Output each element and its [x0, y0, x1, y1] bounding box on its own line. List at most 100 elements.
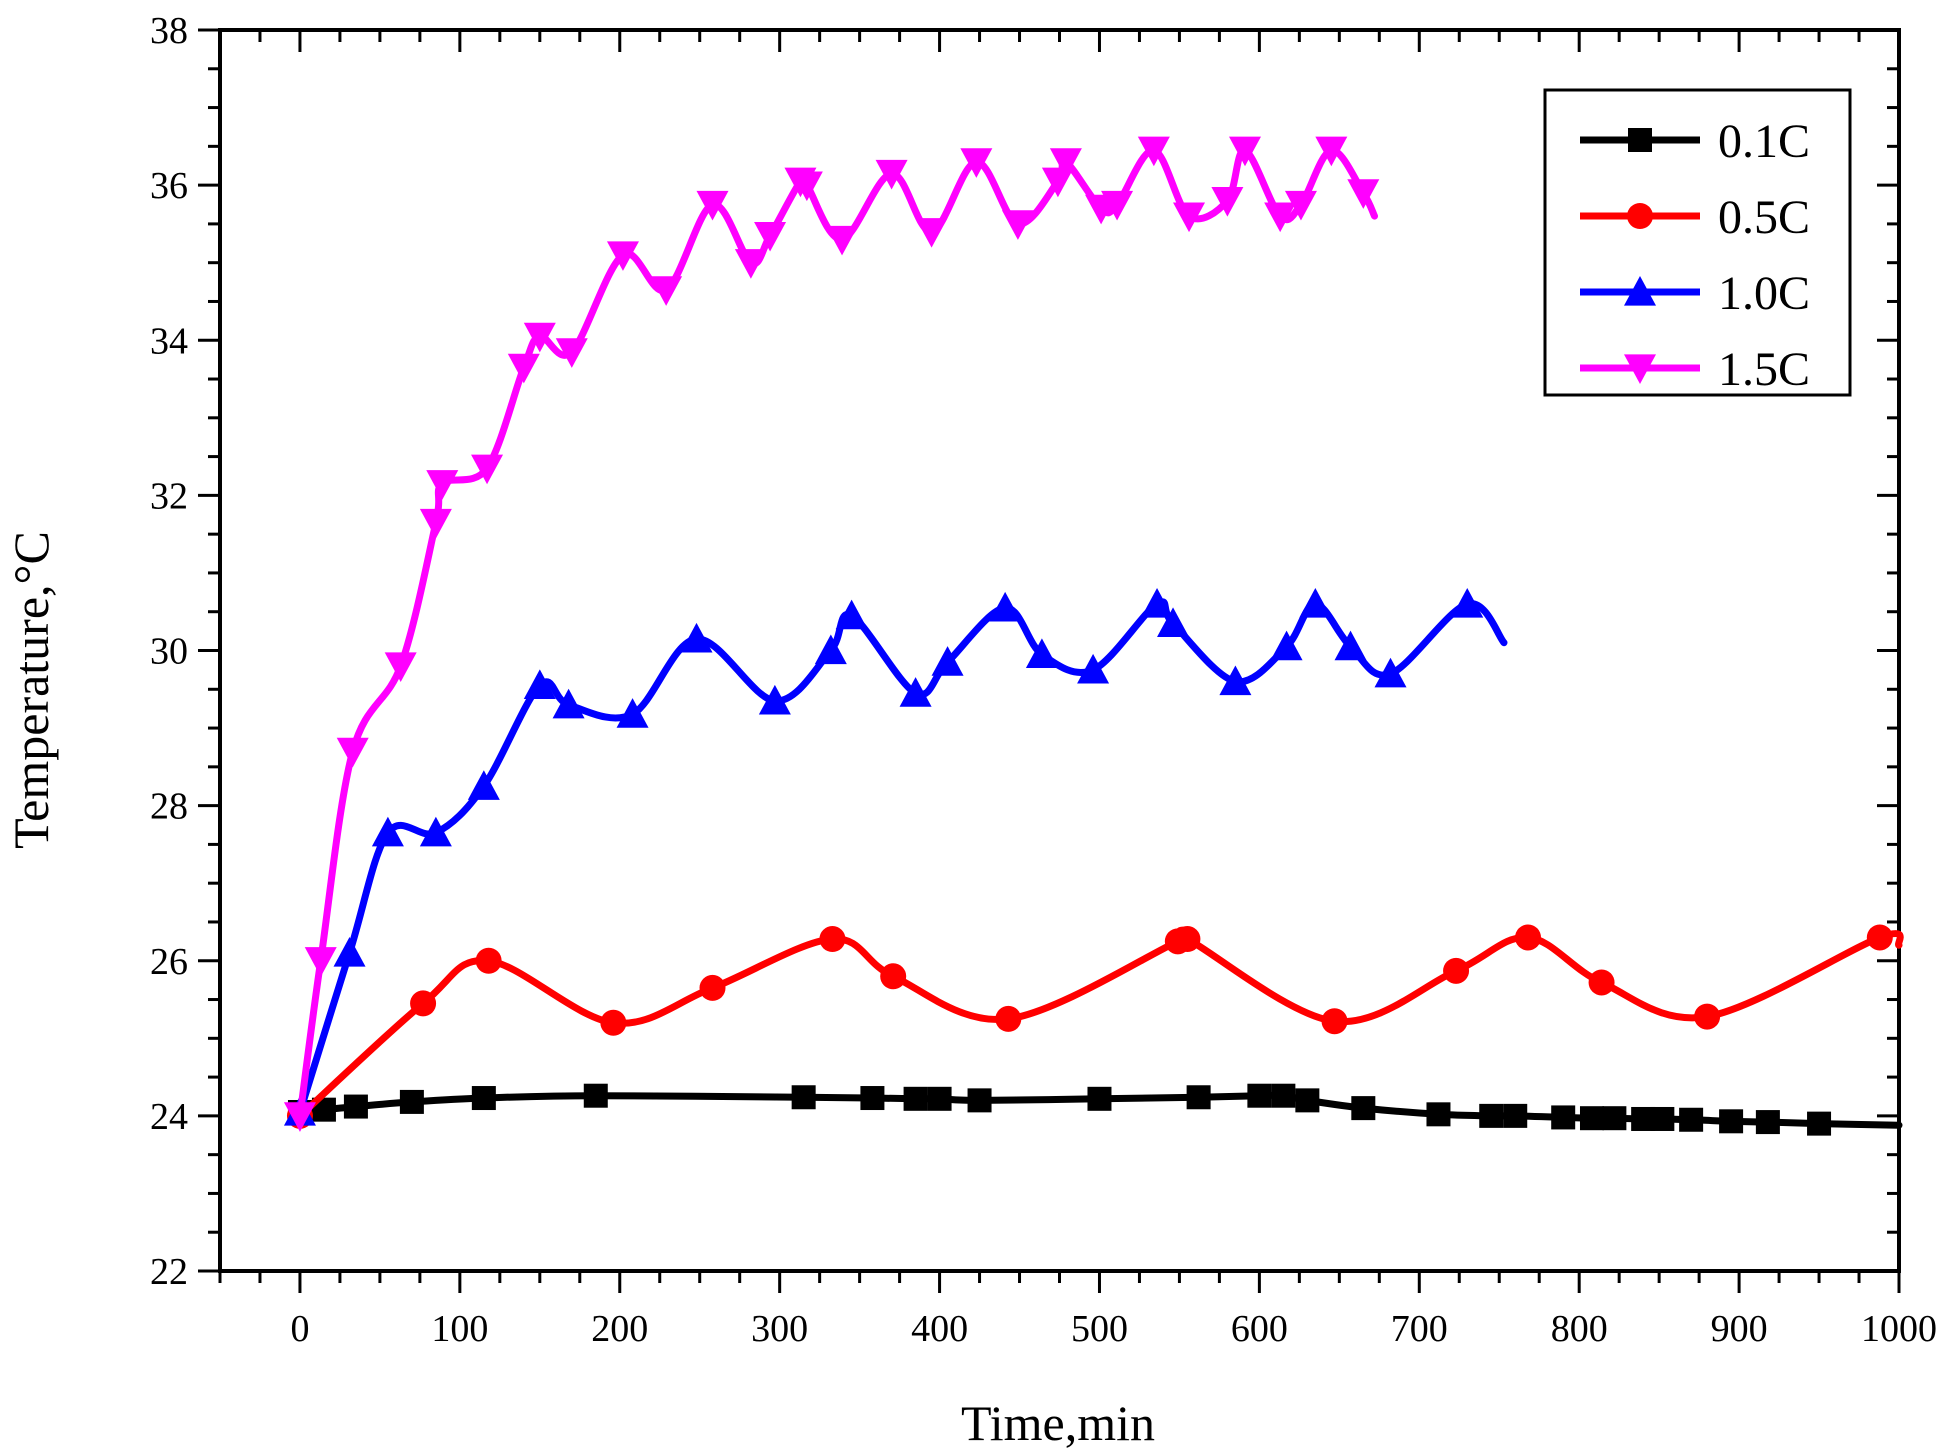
legend-marker	[1627, 203, 1653, 229]
x-tick-label: 0	[290, 1308, 309, 1350]
data-point	[680, 622, 713, 653]
data-point	[336, 737, 369, 768]
series-0.5C	[286, 924, 1904, 1129]
x-tick-label: 300	[751, 1308, 808, 1350]
legend-marker	[1624, 354, 1656, 384]
series-1.5C	[283, 136, 1380, 1132]
data-point	[1807, 1111, 1832, 1136]
y-tick-label: 38	[150, 10, 188, 52]
data-point	[523, 669, 556, 700]
data-point	[1299, 587, 1332, 618]
data-point	[1650, 1106, 1675, 1131]
series-line-1.0C	[296, 598, 1508, 1116]
data-point	[1270, 630, 1303, 661]
data-point	[875, 159, 908, 190]
data-point	[1347, 179, 1380, 209]
data-point	[754, 221, 787, 252]
data-point	[371, 816, 404, 847]
data-point	[699, 974, 726, 1001]
data-point	[1157, 607, 1190, 637]
legend-label: 0.1C	[1718, 115, 1810, 168]
data-point	[523, 322, 556, 353]
data-point	[931, 646, 964, 676]
data-point	[734, 249, 767, 279]
legend-marker	[1628, 128, 1652, 152]
y-tick-label: 28	[150, 786, 188, 828]
data-point	[1219, 665, 1252, 696]
data-point	[1173, 202, 1206, 233]
data-point	[1451, 587, 1484, 618]
data-point	[1866, 924, 1893, 951]
data-point	[826, 225, 859, 256]
data-point	[1264, 202, 1297, 233]
data-point	[903, 1086, 928, 1111]
data-point	[1503, 1103, 1528, 1128]
y-tick-label: 24	[150, 1096, 188, 1138]
data-point	[600, 1009, 627, 1036]
series-0.1C	[287, 1083, 1903, 1136]
data-point	[1719, 1109, 1744, 1134]
data-point	[1228, 136, 1261, 167]
data-point	[1186, 1085, 1211, 1110]
data-point	[1101, 190, 1134, 221]
data-point	[1515, 924, 1542, 951]
x-tick-label: 700	[1391, 1308, 1448, 1350]
data-point	[419, 816, 452, 847]
data-point	[343, 1094, 368, 1119]
data-point	[304, 947, 337, 977]
series-1.0C	[283, 587, 1508, 1126]
data-point	[1321, 1008, 1348, 1035]
data-point	[555, 338, 588, 368]
x-tick-label: 900	[1711, 1308, 1768, 1350]
axis-ticks: 0 100 200 300 400 500 600 700 800 900 1000 22 24 26 28…	[150, 10, 1937, 1350]
data-point	[1295, 1088, 1320, 1113]
x-tick-label: 500	[1071, 1308, 1128, 1350]
y-tick-label: 36	[150, 165, 188, 207]
data-point	[1679, 1107, 1704, 1132]
data-point	[819, 926, 846, 953]
data-point	[426, 470, 459, 500]
data-point	[1579, 1106, 1604, 1131]
y-tick-label: 30	[150, 631, 188, 673]
legend-label: 0.5C	[1718, 191, 1810, 244]
legend: 0.1C 0.5C 1.0C 1.5C	[1543, 88, 1852, 397]
data-point	[1315, 136, 1348, 167]
x-tick-label: 800	[1551, 1308, 1608, 1350]
data-point	[552, 688, 585, 719]
data-point	[283, 1102, 316, 1132]
data-point	[471, 1086, 496, 1111]
x-tick-label: 100	[431, 1308, 488, 1350]
data-point	[1077, 653, 1110, 684]
data-point	[1211, 187, 1244, 217]
legend-label: 1.5C	[1718, 343, 1810, 396]
data-point	[384, 652, 417, 683]
data-point	[967, 1088, 992, 1113]
data-point	[1588, 969, 1615, 996]
data-point	[583, 1083, 608, 1108]
data-point	[1479, 1103, 1504, 1128]
y-axis-title: Temperature,°C	[3, 531, 59, 849]
data-point	[333, 936, 366, 967]
data-point	[1025, 638, 1058, 668]
data-point	[1087, 1086, 1112, 1111]
data-point	[835, 599, 868, 630]
x-tick-label: 600	[1231, 1308, 1288, 1350]
data-point	[1001, 210, 1034, 240]
data-point	[650, 276, 683, 306]
legend-marker	[1624, 276, 1656, 306]
data-point	[758, 684, 791, 715]
legend-label: 1.0C	[1718, 267, 1810, 320]
x-tick-label: 200	[591, 1308, 648, 1350]
data-point	[410, 990, 437, 1017]
y-tick-label: 22	[150, 1251, 188, 1293]
data-point	[1141, 587, 1174, 618]
data-point	[814, 634, 847, 665]
x-tick-label: 400	[911, 1308, 968, 1350]
data-point	[960, 148, 993, 178]
data-point	[1755, 1110, 1780, 1135]
data-point	[1271, 1083, 1296, 1108]
data-point	[507, 353, 540, 384]
data-point	[1602, 1106, 1627, 1131]
x-axis-title: Time,min	[961, 1395, 1155, 1451]
